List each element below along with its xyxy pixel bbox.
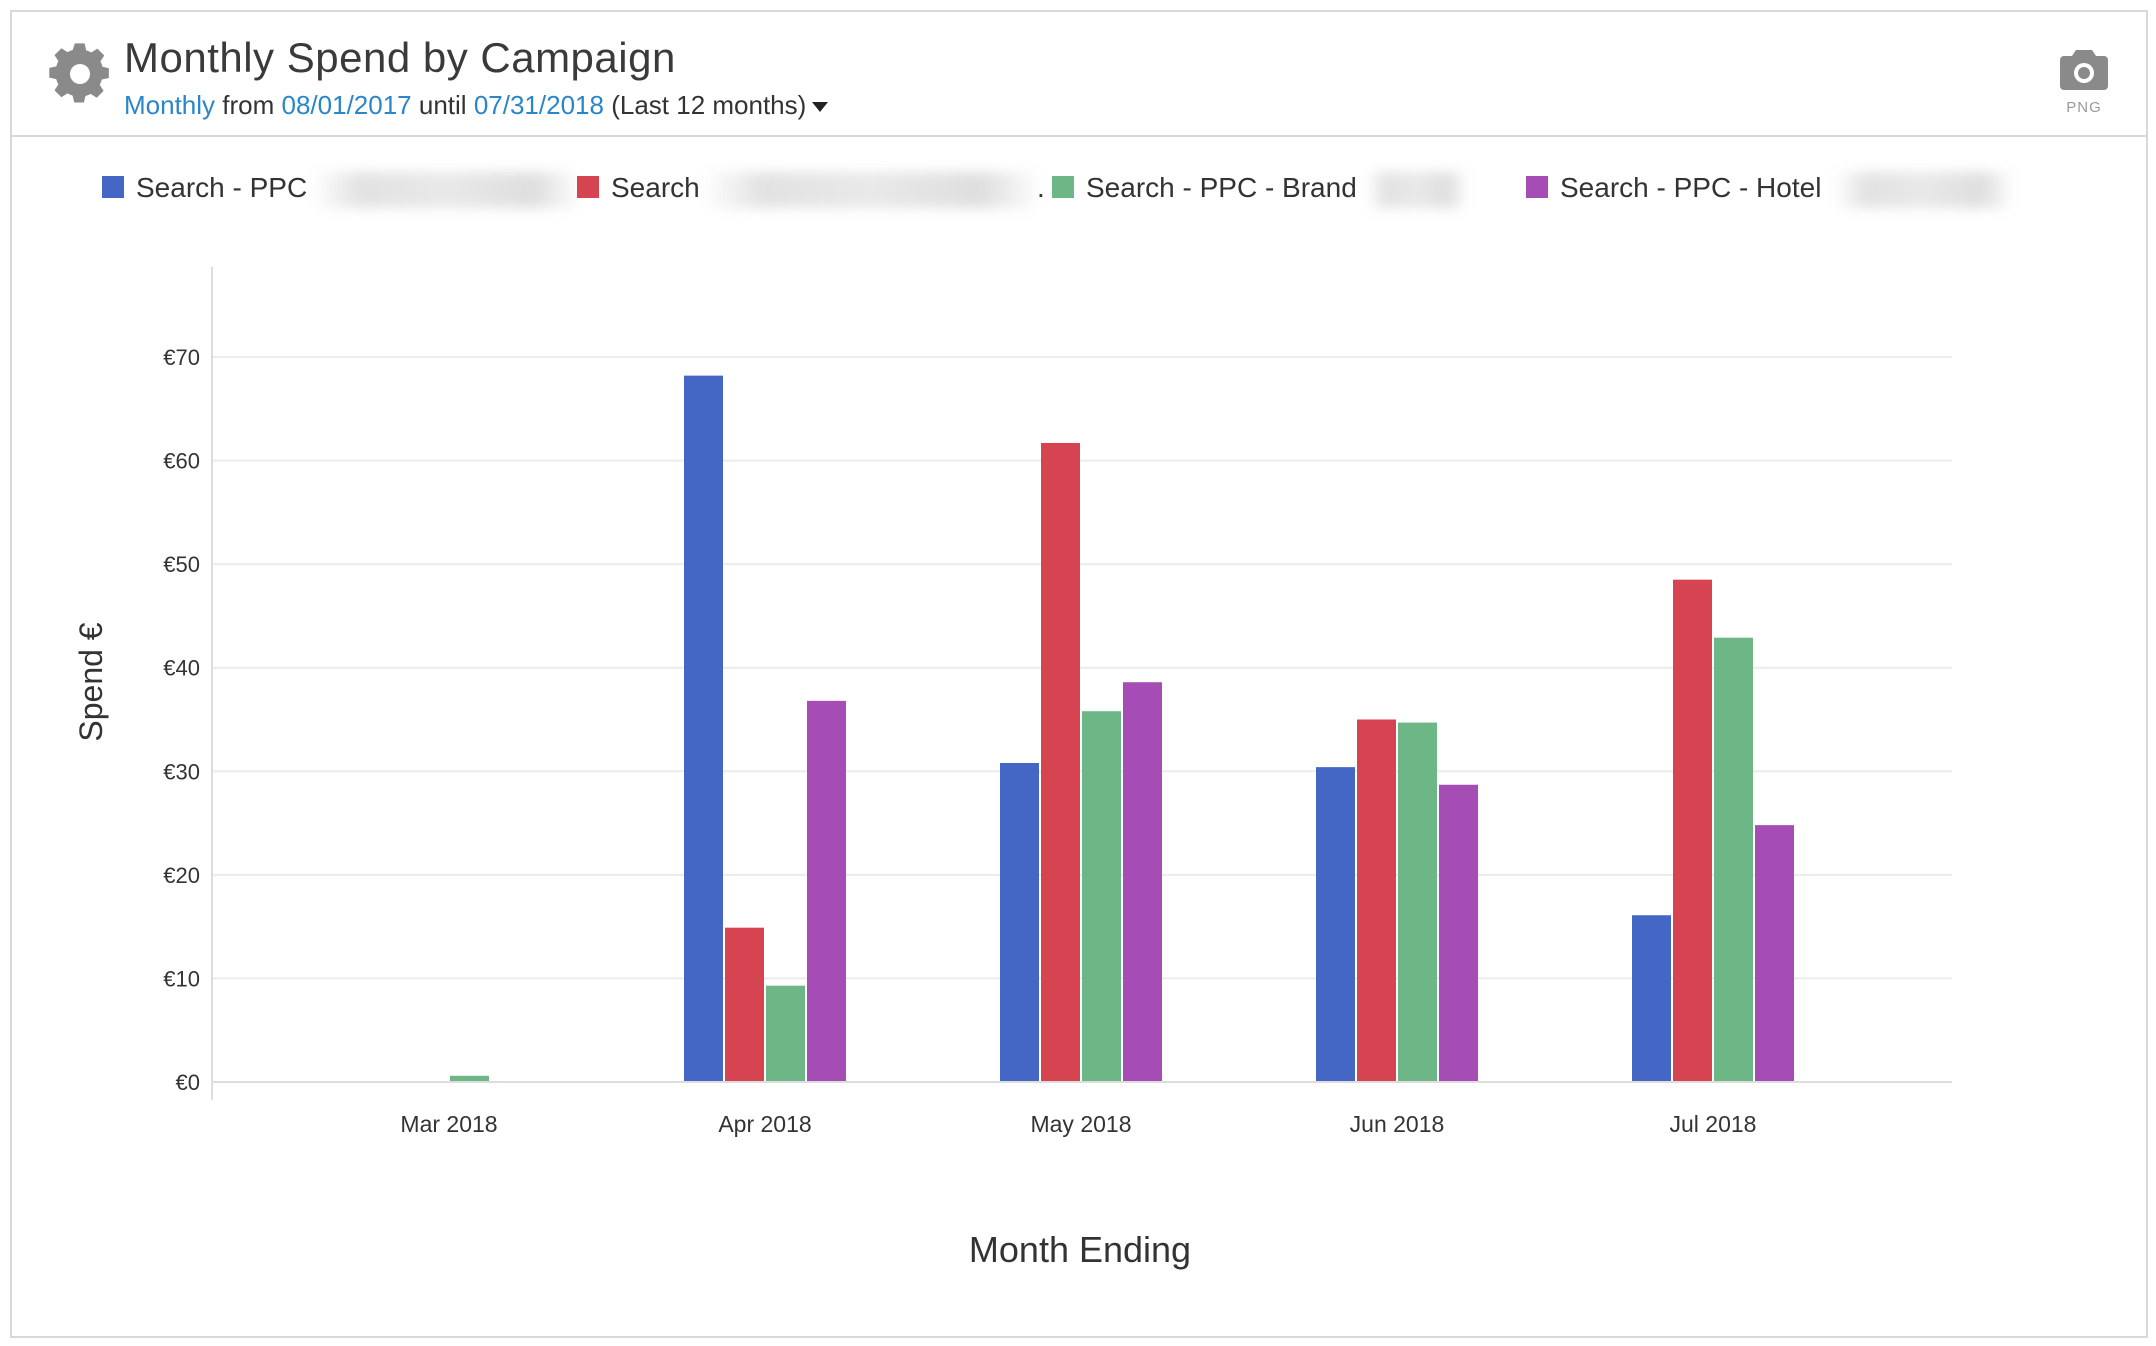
legend-item-search-ppc-brand[interactable]: Search - PPC - Brand xyxy=(1052,172,1357,204)
legend-label: Search - PPC - Brand xyxy=(1086,172,1357,203)
bar xyxy=(1755,825,1794,1082)
bar xyxy=(1316,767,1355,1082)
y-tick-label: €40 xyxy=(163,656,200,681)
y-tick-label: €0 xyxy=(176,1070,200,1095)
x-tick-label: Jun 2018 xyxy=(1350,1111,1445,1137)
gear-icon[interactable] xyxy=(48,42,112,106)
y-axis-ticks: €0 €10 €20 €30 €40 €50 €60 €70 xyxy=(163,345,200,1095)
bar xyxy=(807,700,846,1082)
legend-item-search-ppc-hotel[interactable]: Search - PPC - Hotel xyxy=(1526,172,1821,204)
date-range-selector[interactable]: Monthly from 08/01/2017 until 07/31/2018… xyxy=(124,90,829,121)
y-tick-label: €10 xyxy=(163,966,200,991)
y-tick-label: €30 xyxy=(163,759,200,784)
chart-title: Monthly Spend by Campaign xyxy=(124,34,676,81)
x-tick-label: Jul 2018 xyxy=(1670,1111,1757,1137)
range-text: (Last 12 months) xyxy=(611,90,807,120)
legend-swatch xyxy=(1526,175,1548,198)
bar xyxy=(1439,784,1478,1082)
chart-legend: Search - PPC Search . Search - PPC - Bra… xyxy=(12,154,2146,214)
bar xyxy=(1714,637,1753,1082)
legend-label: Search - PPC xyxy=(136,172,308,203)
bar xyxy=(766,985,805,1082)
bar xyxy=(1000,763,1039,1082)
bar xyxy=(1673,579,1712,1082)
x-tick-label: May 2018 xyxy=(1030,1111,1131,1137)
bar xyxy=(1082,711,1121,1082)
from-text: from xyxy=(222,90,275,120)
bar xyxy=(1357,719,1396,1082)
y-axis-label: Spend € xyxy=(73,622,109,741)
bars xyxy=(450,375,1794,1083)
chart-header: Monthly Spend by Campaign Monthly from 0… xyxy=(12,12,2146,137)
y-tick-label: €70 xyxy=(163,345,200,370)
y-tick-label: €60 xyxy=(163,449,200,474)
until-date-link[interactable]: 07/31/2018 xyxy=(473,90,604,120)
bar xyxy=(725,927,764,1082)
redacted-text xyxy=(312,172,582,208)
x-axis-ticks: Mar 2018 Apr 2018 May 2018 Jun 2018 Jul 2018 xyxy=(400,1111,1756,1137)
legend-label: Search - PPC - Hotel xyxy=(1560,172,1822,203)
chart-panel: Monthly Spend by Campaign Monthly from 0… xyxy=(10,10,2148,1338)
y-tick-label: €20 xyxy=(163,863,200,888)
period-link[interactable]: Monthly xyxy=(124,90,216,120)
camera-icon xyxy=(2060,50,2108,90)
bar xyxy=(1041,442,1080,1082)
caret-down-icon[interactable] xyxy=(812,102,829,113)
legend-item-search-ppc[interactable]: Search - PPC xyxy=(102,172,307,204)
y-tick-label: €50 xyxy=(163,552,200,577)
redacted-text xyxy=(1834,172,2014,208)
legend-separator: . xyxy=(1037,172,1045,203)
x-tick-label: Apr 2018 xyxy=(718,1111,811,1137)
x-axis-label: Month Ending xyxy=(969,1229,1191,1270)
legend-item-search[interactable]: Search xyxy=(577,172,700,204)
export-png-label: PNG xyxy=(2066,99,2102,116)
legend-swatch xyxy=(102,175,124,198)
x-tick-label: Mar 2018 xyxy=(400,1111,497,1137)
until-text: until xyxy=(418,90,467,120)
legend-swatch xyxy=(1052,175,1074,198)
redacted-text xyxy=(702,172,1042,208)
export-png-button[interactable]: PNG xyxy=(2054,48,2114,128)
legend-label: Search xyxy=(611,172,700,203)
bar xyxy=(1398,722,1437,1082)
legend-swatch xyxy=(577,175,599,198)
bar xyxy=(684,375,723,1083)
bar xyxy=(1632,915,1671,1082)
bar xyxy=(1123,682,1162,1082)
bar-chart: €0 €10 €20 €30 €40 €50 €60 €70 Mar 2018 Apr 2018… xyxy=(73,267,1952,1270)
from-date-link[interactable]: 08/01/2017 xyxy=(281,90,412,120)
bar xyxy=(450,1075,489,1082)
redacted-text xyxy=(1367,172,1467,208)
